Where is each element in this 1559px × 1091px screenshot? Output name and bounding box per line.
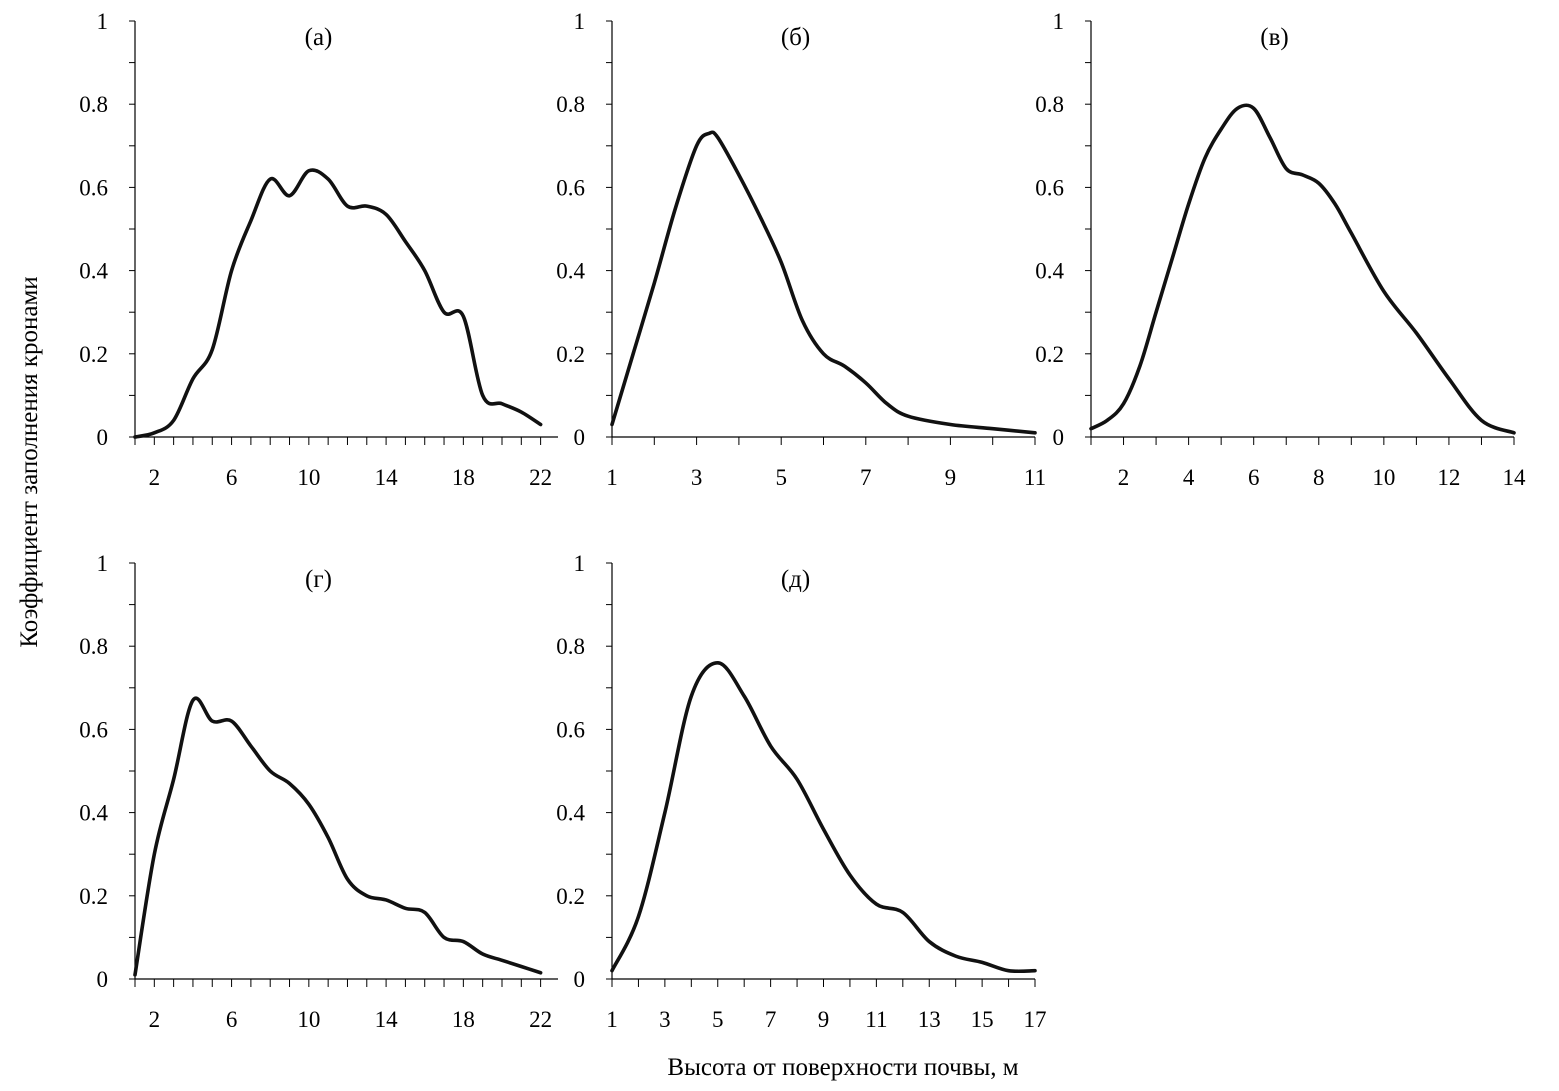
y-tick-label: 0.8 (79, 92, 108, 117)
x-tick-label: 17 (1024, 1007, 1047, 1032)
x-tick-label: 13 (918, 1007, 941, 1032)
x-tick-label: 11 (865, 1007, 887, 1032)
y-tick-label: 0.6 (556, 175, 585, 200)
panel-a: 0 0.2 0.4 0.6 0.8 1 2 6 10 14 18 22 (а) (79, 9, 558, 490)
x-tick-label: 2 (149, 1007, 161, 1032)
y-tick-label: 0 (97, 425, 109, 450)
series-line (610, 661, 1037, 974)
x-tick-label: 15 (971, 1007, 994, 1032)
y-tick-label: 0 (1053, 425, 1065, 450)
x-tick-label: 10 (1372, 465, 1395, 490)
y-tick-label: 1 (1053, 9, 1065, 34)
y-tick-label: 0 (574, 967, 586, 992)
x-tick-label: 6 (226, 465, 238, 490)
x-tick-label: 9 (945, 465, 957, 490)
panel-v: 00.20.40.60.812 4 6 8 10 12 14(в) (1035, 9, 1526, 490)
panel-g: 0 0.2 0.4 0.6 0.8 1 2 6 10 14 18 22 (г) (79, 551, 558, 1032)
y-tick-label: 1 (97, 551, 109, 576)
y-tick-label: 0.2 (79, 884, 108, 909)
series-line (133, 168, 543, 439)
panel-title: (а) (305, 24, 333, 51)
x-tick-label: 6 (1248, 465, 1260, 490)
panel-title: (б) (781, 24, 810, 51)
x-tick-label: 12 (1437, 465, 1460, 490)
x-tick-label: 11 (1024, 465, 1046, 490)
y-tick-label: 0.8 (556, 92, 585, 117)
x-tick-label: 5 (775, 465, 787, 490)
y-tick-label: 0.2 (556, 884, 585, 909)
y-tick-label: 0.8 (79, 634, 108, 659)
y-tick-label: 1 (574, 9, 586, 34)
y-tick-label: 0.4 (1035, 259, 1064, 284)
x-tick-label: 10 (297, 1007, 320, 1032)
y-tick-label: 0.2 (1035, 342, 1064, 367)
x-tick-label: 22 (529, 1007, 552, 1032)
y-tick-label: 1 (574, 551, 586, 576)
y-tick-label: 1 (97, 9, 109, 34)
x-tick-label: 18 (452, 1007, 475, 1032)
x-tick-label: 14 (375, 465, 399, 490)
panels: 00.20.40.60.812 6 10 14 18 22(а)00.20.40.60.8… (79, 9, 1526, 1032)
y-tick-label: 0 (97, 967, 109, 992)
panel-b: 00.20.40.60.811 3 5 7 9 11(б) (556, 9, 1046, 490)
series-line (610, 130, 1037, 435)
y-tick-label: 0.6 (1035, 175, 1064, 200)
series-line (1089, 103, 1516, 435)
x-tick-label: 4 (1183, 465, 1195, 490)
y-tick-label: 0.8 (556, 634, 585, 659)
x-tick-label: 3 (691, 465, 703, 490)
panel-d: 00.20.40.60.811 3 5 7 9 11 13 15 17(д) (556, 551, 1046, 1032)
x-tick-label: 9 (818, 1007, 830, 1032)
series-line (133, 696, 543, 977)
panel-title: (г) (305, 566, 332, 593)
x-tick-label: 7 (765, 1007, 777, 1032)
panel-title: (д) (781, 566, 810, 593)
x-tick-label: 14 (1503, 465, 1527, 490)
x-axis-title: Высота от поверхности почвы, м (667, 1054, 1018, 1081)
y-tick-label: 0.6 (556, 717, 585, 742)
x-tick-label: 8 (1313, 465, 1325, 490)
x-tick-label: 22 (529, 465, 552, 490)
y-tick-label: 0.4 (556, 801, 585, 826)
panel-title: (в) (1260, 24, 1288, 51)
y-tick-label: 0.6 (79, 175, 108, 200)
y-tick-label: 0.4 (79, 801, 108, 826)
x-tick-label: 7 (860, 465, 872, 490)
x-tick-label: 1 (606, 465, 618, 490)
y-tick-label: 0.2 (556, 342, 585, 367)
y-tick-label: 0.4 (556, 259, 585, 284)
x-tick-label: 1 (606, 1007, 618, 1032)
y-tick-label: 0.4 (79, 259, 108, 284)
y-tick-label: 0.8 (1035, 92, 1064, 117)
y-tick-label: 0 (574, 425, 586, 450)
x-tick-label: 2 (149, 465, 161, 490)
y-tick-label: 0.6 (79, 717, 108, 742)
x-tick-label: 3 (659, 1007, 671, 1032)
x-tick-label: 10 (297, 465, 320, 490)
y-axis-title: Коэффициент заполнения кронами (16, 276, 43, 647)
x-tick-label: 14 (375, 1007, 399, 1032)
x-tick-label: 5 (712, 1007, 724, 1032)
x-tick-label: 6 (226, 1007, 238, 1032)
x-tick-label: 18 (452, 465, 475, 490)
x-tick-label: 2 (1118, 465, 1130, 490)
y-tick-label: 0.2 (79, 342, 108, 367)
